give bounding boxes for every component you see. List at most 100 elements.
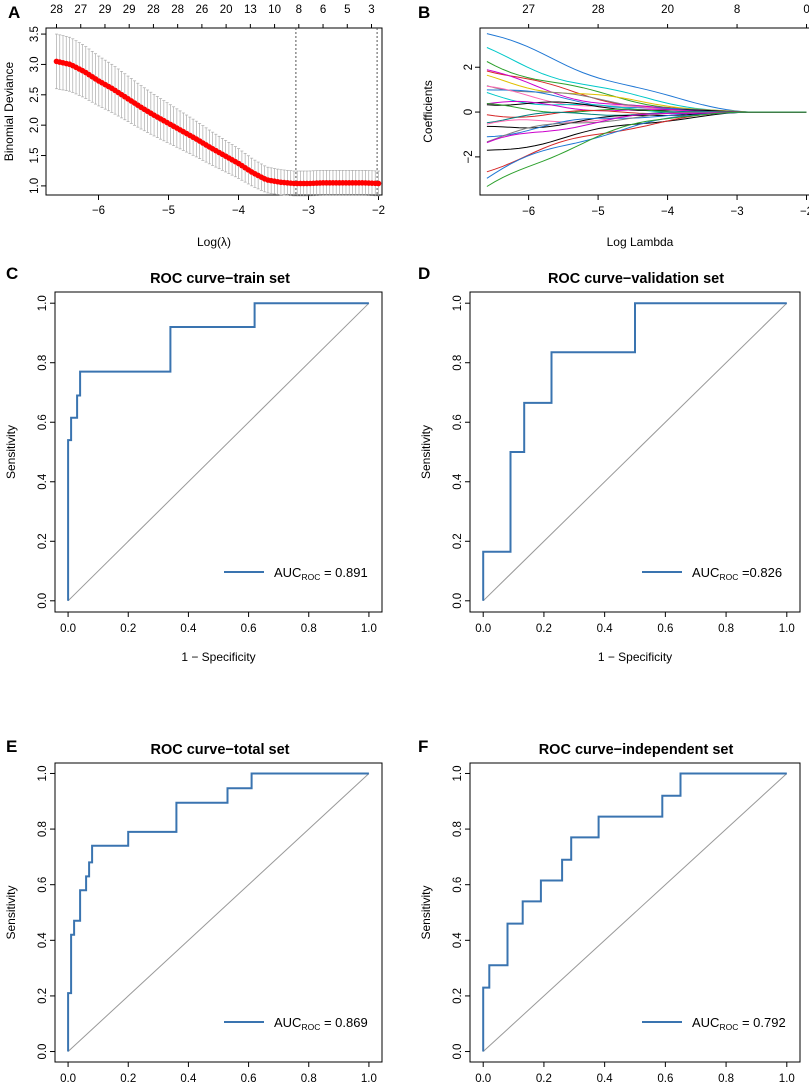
reference-diagonal-c (67, 302, 370, 602)
panel-letter-d: D (418, 264, 430, 283)
chart-title-e: ROC curve−total set (150, 742, 289, 758)
coef-path-b (486, 111, 807, 187)
legend-auc-subscript: ROC (719, 1022, 738, 1032)
x-tick-label-c: 0.2 (120, 623, 136, 635)
y-tick-label-a: 3.0 (29, 56, 41, 72)
panel-b: B −6 −5 −4 −3 −2 −2 0 2 27 28 20 8 0 Log Lambda Coeffic… (418, 3, 809, 249)
x-tick-label-d: 0.0 (475, 623, 491, 635)
y-axis-label-d: Sensitivity (419, 425, 433, 479)
x-tick-label-f: 0.0 (475, 1073, 491, 1085)
top-tick-label-b: 0 (803, 4, 809, 16)
x-tick-label-f: 0.4 (597, 1073, 614, 1085)
y-tick-label-c: 0.2 (37, 533, 49, 549)
y-axis-label-b: Coefficients (421, 80, 435, 142)
chart-title-f: ROC curve−independent set (539, 742, 734, 758)
roc-curve-d (482, 302, 787, 601)
legend-auc-value: =0.826 (738, 565, 782, 580)
top-tick-label-a: 26 (195, 4, 208, 16)
y-tick-label-b: 2 (463, 64, 475, 70)
y-tick-label-f: 0.0 (452, 1044, 464, 1060)
top-tick-label-a: 29 (123, 4, 136, 16)
coef-path-b (486, 33, 807, 113)
legend-auc-text: AUC (274, 1015, 301, 1030)
x-tick-label-a: −6 (92, 205, 105, 217)
panel-a: A −6 −5 −4 −3 −2 1.0 1.5 2.0 2.5 3.0 3.5 28 27 29 29 28 2… (2, 3, 385, 249)
x-tick-label-f: 0.2 (536, 1073, 552, 1085)
coef-path-b (486, 69, 807, 113)
y-tick-label-b: −2 (463, 150, 475, 163)
top-tick-label-a: 20 (220, 4, 233, 16)
roc-curve-c (67, 302, 369, 601)
x-tick-label-d: 0.4 (597, 623, 614, 635)
y-tick-label-c: 0.4 (37, 473, 49, 490)
legend-auc-text: AUC (692, 1015, 719, 1030)
legend-auc-subscript: ROC (301, 1022, 320, 1032)
x-tick-label-c: 1.0 (361, 623, 377, 635)
top-tick-label-b: 28 (592, 4, 605, 16)
x-axis-label-a: Log(λ) (197, 235, 231, 249)
deviance-point-a (375, 180, 382, 187)
y-axis-label-a: Binomial Deviance (2, 61, 16, 161)
reference-diagonal-f (482, 773, 788, 1052)
y-tick-label-f: 1.0 (452, 765, 464, 781)
y-tick-label-f: 0.6 (452, 877, 464, 893)
legend-auc-value: = 0.891 (320, 565, 367, 580)
x-axis-label-b: Log Lambda (607, 235, 674, 249)
top-tick-label-a: 5 (344, 4, 350, 16)
panel-letter-f: F (418, 737, 428, 756)
x-tick-label-a: −2 (372, 205, 385, 217)
legend-auc-subscript: ROC (719, 572, 738, 582)
panel-f: F ROC curve−independent set 0.0 0.2 0.4 0.6 0.… (418, 737, 801, 1085)
coef-path-b (486, 89, 807, 113)
y-tick-label-d: 0.4 (452, 473, 464, 490)
x-tick-label-b: −4 (661, 206, 675, 218)
top-tick-label-a: 10 (268, 4, 281, 16)
x-tick-label-b: −3 (730, 206, 743, 218)
x-tick-label-d: 1.0 (779, 623, 795, 635)
legend-label-c: AUCROC = 0.891 (274, 565, 368, 582)
legend-auc-text: AUC (692, 565, 719, 580)
y-tick-label-e: 0.8 (37, 821, 49, 837)
y-tick-label-d: 0.8 (452, 355, 464, 371)
y-tick-label-d: 1.0 (452, 295, 464, 311)
y-tick-label-f: 0.8 (452, 821, 464, 837)
panel-e: E ROC curve−total set 0.0 0.2 0.4 0.6 0.8 1.0 0.… (4, 737, 383, 1085)
y-tick-label-e: 0.4 (37, 932, 49, 949)
plot-frame-b (479, 27, 809, 196)
top-tick-label-a: 28 (50, 4, 63, 16)
y-tick-label-c: 0.0 (37, 593, 49, 609)
top-tick-label-a: 6 (320, 4, 326, 16)
reference-diagonal-d (482, 302, 788, 602)
x-axis-label-c: 1 − Specificity (181, 650, 255, 664)
x-tick-label-e: 0.8 (301, 1073, 317, 1085)
y-tick-label-a: 2.0 (29, 117, 41, 133)
top-tick-label-a: 13 (244, 4, 257, 16)
x-tick-label-f: 0.6 (657, 1073, 673, 1085)
y-tick-label-a: 1.0 (29, 178, 41, 194)
top-tick-label-a: 8 (296, 4, 302, 16)
x-tick-label-b: −5 (592, 206, 605, 218)
top-tick-label-b: 8 (734, 4, 740, 16)
y-tick-label-a: 2.5 (29, 87, 41, 103)
y-tick-label-d: 0.0 (452, 593, 464, 609)
y-tick-label-e: 0.0 (37, 1044, 49, 1060)
top-tick-label-a: 3 (368, 4, 374, 16)
y-tick-label-f: 0.2 (452, 988, 464, 1004)
y-tick-label-c: 1.0 (37, 295, 49, 311)
y-tick-label-e: 0.6 (37, 877, 49, 893)
y-tick-label-d: 0.2 (452, 533, 464, 549)
legend-auc-value: = 0.792 (738, 1015, 785, 1030)
x-tick-label-e: 0.4 (180, 1073, 197, 1085)
x-tick-label-d: 0.2 (536, 623, 552, 635)
x-tick-label-c: 0.8 (301, 623, 317, 635)
y-tick-label-a: 3.5 (29, 26, 41, 42)
y-tick-label-e: 0.2 (37, 988, 49, 1004)
plot-frame-a (45, 27, 383, 196)
y-tick-label-a: 1.5 (29, 148, 41, 164)
roc-curve-f (482, 772, 787, 1052)
panel-letter-a: A (8, 3, 20, 22)
x-tick-label-e: 1.0 (361, 1073, 377, 1085)
panel-letter-e: E (6, 737, 17, 756)
legend-auc-text: AUC (274, 565, 301, 580)
